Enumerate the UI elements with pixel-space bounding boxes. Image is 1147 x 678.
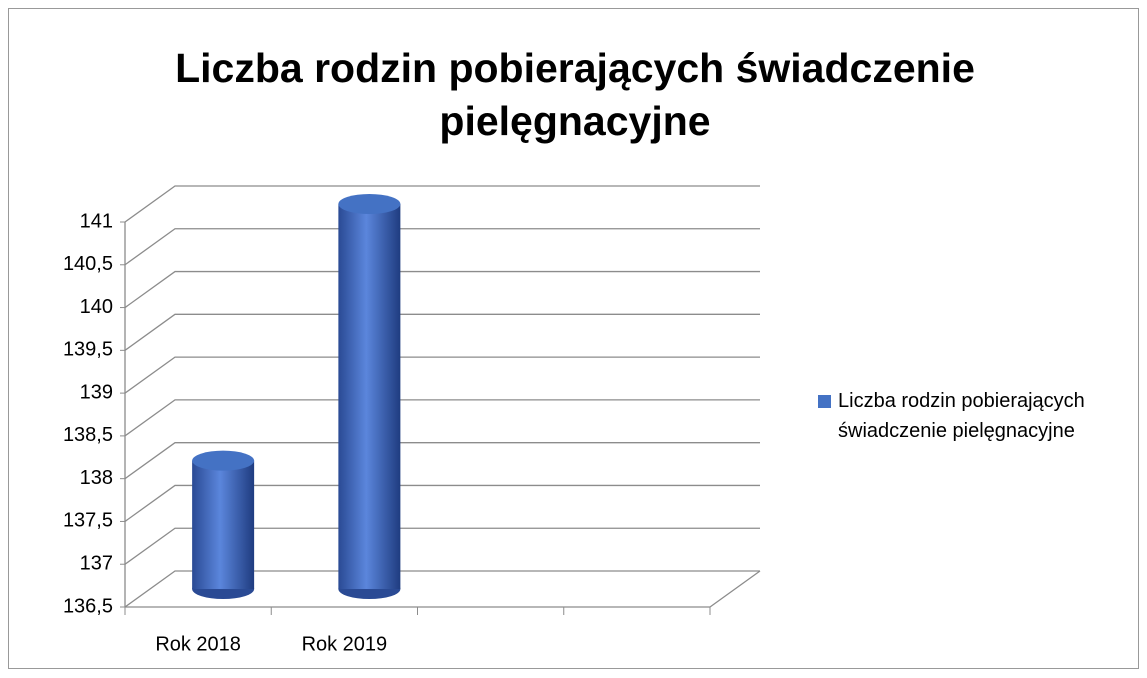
x-tick-label: Rok 2018 xyxy=(155,633,241,655)
bar xyxy=(192,460,255,589)
y-tick-label: 138 xyxy=(80,467,113,489)
grid-line xyxy=(124,527,760,565)
y-tick-label: 136,5 xyxy=(63,595,113,617)
y-tick-label: 137,5 xyxy=(63,510,113,532)
bar xyxy=(338,204,401,589)
legend-label: Liczba rodzin pobierających świadczenie … xyxy=(838,390,1085,442)
chart-title: Liczba rodzin pobierających świadczenie … xyxy=(175,45,975,144)
y-tick-label: 140 xyxy=(80,296,113,318)
bar-top xyxy=(338,194,401,214)
y-tick-label: 141 xyxy=(80,210,113,232)
grid-line xyxy=(124,356,760,394)
y-tick-label: 137 xyxy=(80,553,113,575)
grid-line xyxy=(124,185,760,223)
x-tick-label: Rok 2019 xyxy=(302,633,388,655)
grid-line xyxy=(124,442,760,480)
y-tick-label: 139 xyxy=(80,381,113,403)
y-tick-label: 140,5 xyxy=(63,253,113,275)
grid-line xyxy=(124,570,760,608)
legend-key xyxy=(818,395,831,408)
bar-top xyxy=(192,450,255,471)
grid-line xyxy=(124,484,760,522)
grid-line xyxy=(124,313,760,351)
grid-line xyxy=(124,270,760,309)
y-tick-label: 139,5 xyxy=(63,339,113,361)
grid-line xyxy=(124,228,760,266)
chart-frame xyxy=(8,8,1139,669)
y-tick-label: 138,5 xyxy=(63,424,113,446)
grid-line xyxy=(124,399,760,437)
